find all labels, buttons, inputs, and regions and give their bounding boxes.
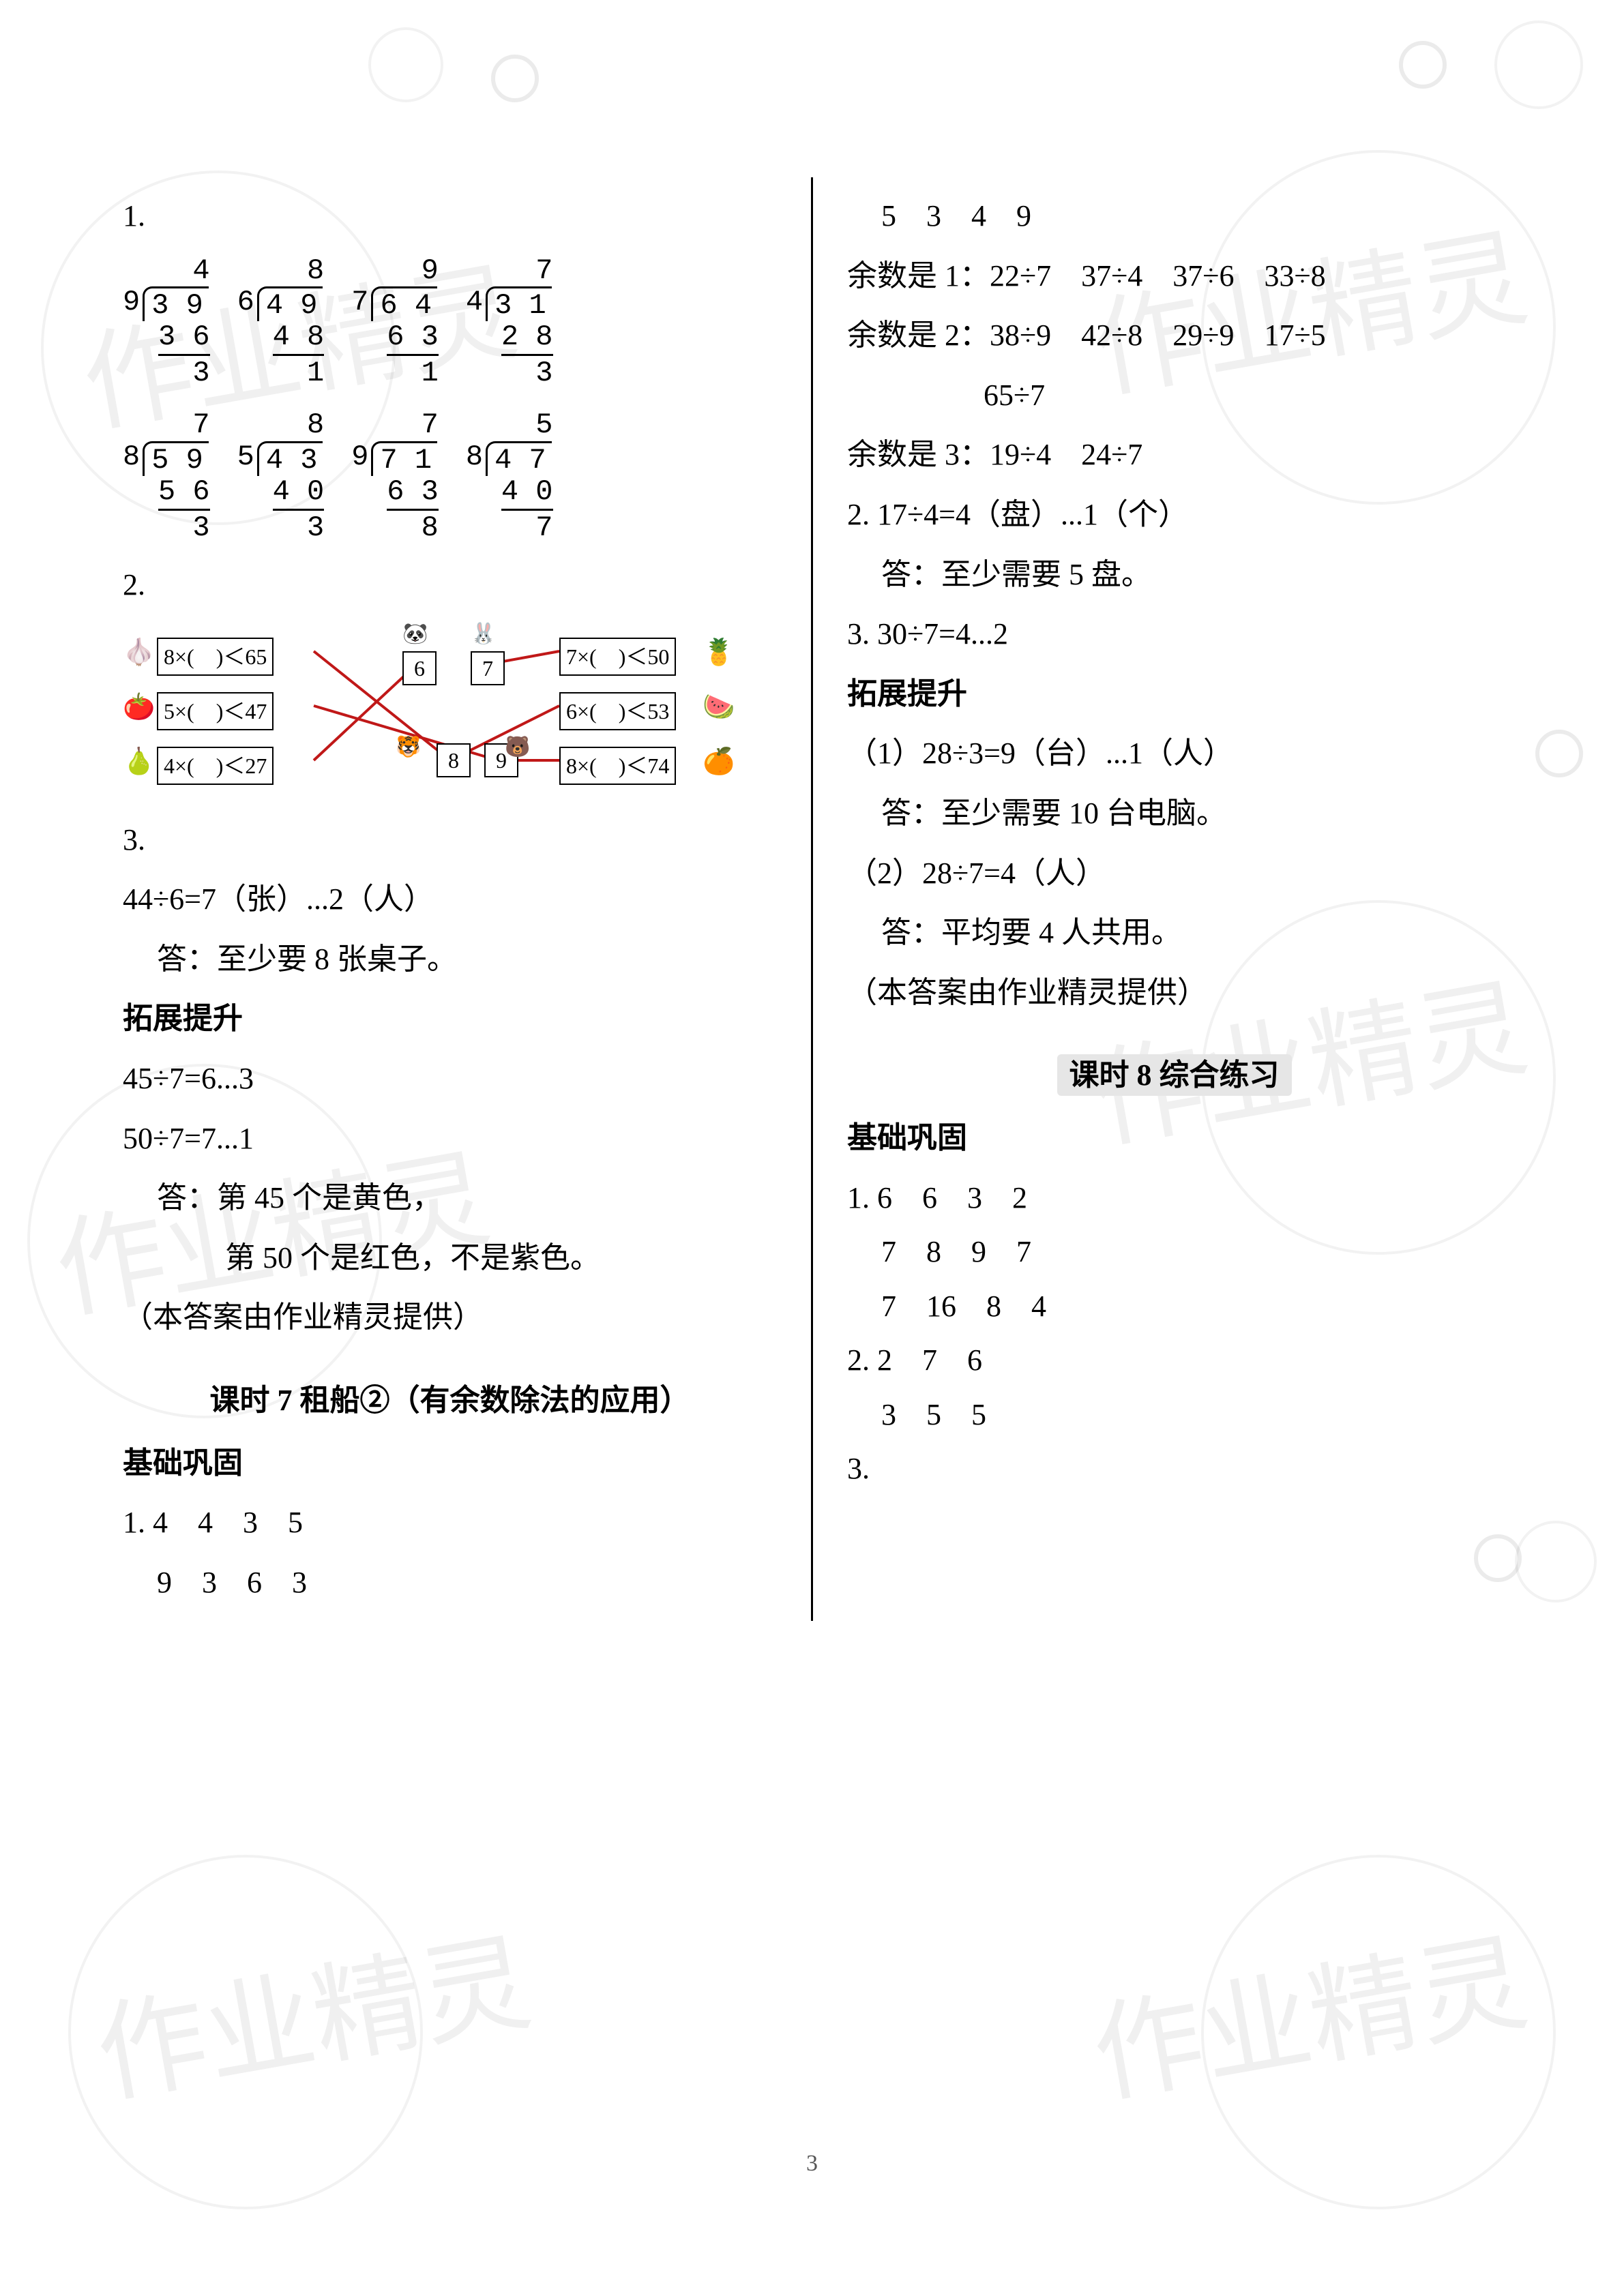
r-ext-title: 拓展提升 [847,673,1501,715]
q1-label: 1. [123,195,777,237]
cont-row: 5 3 4 9 [847,195,1501,237]
matching-exercise: 🧄8×( )＜65🍅5×( )＜47🍐4×( )＜27 7×( )＜50 🍍 6×( … [123,624,737,801]
r-e1-ans: 答：至少需要 10 台电脑。 [847,792,1501,835]
remainder-2b: 65÷7 [847,374,1501,417]
r-e2: （2）28÷7=4（人） [847,852,1501,895]
q2-label: 2. [123,564,777,606]
match-left-box: 8×( )＜65 [157,638,274,676]
ext-line-2: 50÷7=7...1 [123,1118,777,1160]
fruit-icon: 🍍 [703,635,735,671]
lesson-8-title-text: 课时 8 综合练习 [1057,1054,1292,1096]
ext-answer-1: 答：第 45 个是黄色， [123,1177,777,1219]
q3-label: 3. [123,819,777,861]
animal-icon: 🐰 [471,620,496,648]
l8-2b: 3 5 5 [847,1394,1501,1436]
long-division: 797 16 38 [351,409,439,543]
animal-icon: 🐻 [505,733,530,762]
long-division: 743 12 83 [466,255,553,389]
l8-1a: 1. 6 6 3 2 [847,1177,1501,1219]
r-q2-ans: 答：至少需要 5 盘。 [847,554,1501,596]
r-basic-title: 基础巩固 [847,1117,1501,1159]
extension-title: 拓展提升 [123,998,777,1040]
r-q2: 2. 17÷4=4（盘）...1（个） [847,494,1501,536]
lesson-8-title: 课时 8 综合练习 [847,1054,1501,1097]
fruit-icon: 🍐 [123,744,155,780]
match-left-box: 4×( )＜27 [157,747,274,786]
l7-row-a: 1. 4 4 3 5 [123,1502,777,1544]
l8-2a: 2. 2 7 6 [847,1339,1501,1382]
ext-answer-2: 第 50 个是红色，不是紫色。 [123,1237,777,1279]
credit-line: （本答案由作业精灵提供） [123,1296,777,1339]
match-left-box: 5×( )＜47 [157,692,274,731]
long-division: 976 46 31 [351,255,439,389]
long-division-row-2: 785 95 63 854 34 03 797 16 38 584 74 07 [123,409,777,543]
match-number-box: 6 [402,651,437,685]
lesson-7-title-text: 课时 7 租船②（有余数除法的应用） [210,1384,690,1417]
remainder-3: 余数是 3：19÷4 24÷7 [847,434,1501,476]
fruit-icon: 🍉 [703,689,735,726]
fruit-icon: 🍊 [703,744,735,780]
lesson-7-title: 课时 7 租船②（有余数除法的应用） [123,1380,777,1422]
r-credit: （本答案由作业精灵提供） [847,972,1501,1014]
long-division-row-1: 493 93 63 864 94 81 976 46 31 743 12 83 [123,255,777,389]
match-right-box: 6×( )＜53 [559,692,676,731]
l8-1c: 7 16 8 4 [847,1285,1501,1328]
column-divider [811,177,813,1621]
l7-row-b: 9 3 6 3 [123,1562,777,1604]
match-number-box: 8 [437,743,471,777]
long-division: 854 34 03 [237,409,325,543]
r-e1: （1）28÷3=9（台）...1（人） [847,732,1501,775]
right-column: 5 3 4 9 余数是 1：22÷7 37÷4 37÷6 33÷8 余数是 2：… [847,177,1501,1621]
match-right-box: 8×( )＜74 [559,747,676,786]
match-right-box: 7×( )＜50 [559,638,676,676]
long-division: 864 94 81 [237,255,325,389]
page-number: 3 [806,2147,818,2180]
remainder-1: 余数是 1：22÷7 37÷4 37÷6 33÷8 [847,255,1501,297]
l8-1b: 7 8 9 7 [847,1231,1501,1273]
left-column: 1. 493 93 63864 94 81976 46 31743 12 83 … [123,177,777,1621]
decor-arc [68,1855,423,2209]
r-q3: 3. 30÷7=4...2 [847,613,1501,655]
q3-equation: 44÷6=7（张）...2（人） [123,878,777,921]
page-content: 1. 493 93 63864 94 81976 46 31743 12 83 … [0,0,1624,1675]
long-division: 785 95 63 [123,409,210,543]
ext-line-1: 45÷7=6...3 [123,1058,777,1100]
long-division: 584 74 07 [466,409,553,543]
fruit-icon: 🧄 [123,635,155,671]
q3-answer: 答：至少要 8 张桌子。 [123,938,777,981]
animal-icon: 🐯 [396,733,421,762]
fruit-icon: 🍅 [123,689,155,726]
remainder-2: 余数是 2：38÷9 42÷8 29÷9 17÷5 [847,314,1501,357]
r-e2-ans: 答：平均要 4 人共用。 [847,912,1501,954]
long-division: 493 93 63 [123,255,210,389]
l8-3: 3. [847,1448,1501,1490]
match-number-box: 7 [471,651,505,685]
decor-arc [1201,1855,1556,2209]
basic-title: 基础巩固 [123,1442,777,1485]
animal-icon: 🐼 [402,620,428,648]
